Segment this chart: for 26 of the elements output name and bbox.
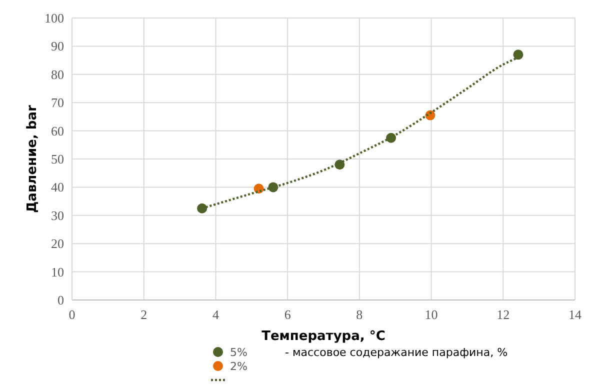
y-tick-label: 0 xyxy=(58,292,64,308)
x-axis-title: Температура, °C xyxy=(262,329,386,344)
y-tick-label: 50 xyxy=(51,152,64,166)
y-tick-label: 40 xyxy=(51,180,64,195)
x-tick-label: 2 xyxy=(140,307,148,322)
y-tick-label: 20 xyxy=(51,236,64,252)
x-tick-label: 12 xyxy=(496,307,510,322)
y-tick-label: 100 xyxy=(44,10,64,26)
point xyxy=(197,203,208,214)
x-tick-label: 10 xyxy=(424,307,438,322)
y-tick-label: 90 xyxy=(51,38,64,54)
x-tick-label: 0 xyxy=(68,307,76,322)
point xyxy=(513,50,524,60)
x-tick-label: 8 xyxy=(356,307,363,322)
y-axis-title: Давление, bar xyxy=(25,104,40,213)
legend-label: 2% xyxy=(230,360,248,373)
y-tick-label: 60 xyxy=(51,123,64,138)
y-tick-label: 70 xyxy=(51,95,64,110)
x-tick-label: 6 xyxy=(284,307,292,322)
x-tick-label: 14 xyxy=(568,307,582,322)
y-tick-label: 10 xyxy=(51,264,64,280)
y-tick-label: 30 xyxy=(51,208,64,223)
legend-label: 5% xyxy=(230,346,248,359)
x-tick-label: 4 xyxy=(212,307,220,322)
y-tick-label: 80 xyxy=(51,66,64,82)
text: - массовое содеражание парафина, % xyxy=(285,346,508,359)
